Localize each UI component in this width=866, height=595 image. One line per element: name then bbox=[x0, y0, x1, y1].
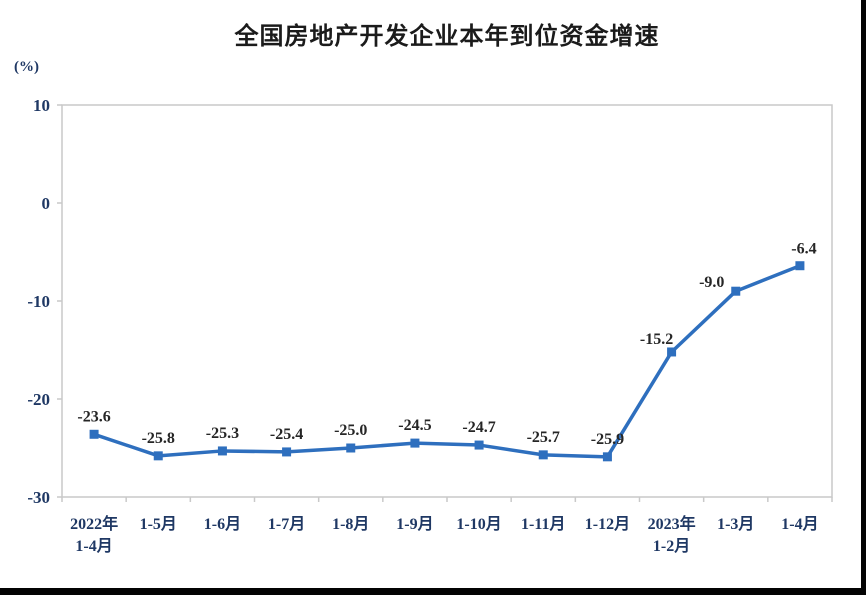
data-point-label: -6.4 bbox=[791, 241, 816, 258]
data-point-marker bbox=[346, 443, 356, 453]
data-point-label: -25.0 bbox=[334, 422, 367, 439]
data-point-label: -24.5 bbox=[398, 417, 431, 434]
data-point-marker bbox=[89, 429, 99, 439]
data-point-label: -24.7 bbox=[462, 419, 495, 436]
x-axis-category-label: 1-9月 bbox=[396, 515, 433, 533]
data-point-marker bbox=[795, 261, 805, 271]
x-axis-category-label: 2023年 bbox=[648, 514, 696, 533]
x-axis-category-label: 1-7月 bbox=[268, 515, 305, 533]
chart-title: 全国房地产开发企业本年到位资金增速 bbox=[234, 22, 660, 50]
data-point-marker bbox=[538, 450, 548, 460]
data-point-label: -9.0 bbox=[699, 274, 724, 291]
y-axis-tick-label: 0 bbox=[42, 194, 51, 213]
data-point-marker bbox=[217, 446, 227, 456]
data-point-marker bbox=[602, 452, 612, 462]
x-axis-category-label: 1-12月 bbox=[585, 515, 630, 533]
x-axis-category-label: 1-3月 bbox=[717, 515, 754, 533]
data-point-label: -15.2 bbox=[640, 331, 673, 348]
y-axis-tick-label: -20 bbox=[27, 390, 50, 409]
y-axis-tick-label: -30 bbox=[27, 488, 50, 507]
data-point-label: -25.8 bbox=[142, 430, 175, 447]
data-point-marker bbox=[282, 447, 292, 457]
data-point-marker bbox=[474, 440, 484, 450]
x-axis-category-label: 1-8月 bbox=[332, 515, 369, 533]
screenshot-edge-bottom bbox=[0, 588, 866, 595]
x-axis-category-label: 1-11月 bbox=[521, 515, 565, 533]
data-point-label: -25.9 bbox=[591, 431, 624, 448]
x-axis-category-label: 1-2月 bbox=[653, 537, 690, 555]
x-axis-category-label: 1-6月 bbox=[204, 515, 241, 533]
x-axis-category-label: 1-10月 bbox=[456, 515, 501, 533]
y-axis-unit-label: (%) bbox=[14, 59, 39, 75]
plot-area-border bbox=[61, 104, 833, 498]
x-axis-category-label: 1-4月 bbox=[781, 515, 818, 533]
data-point-marker bbox=[410, 438, 420, 448]
trend-line bbox=[92, 263, 802, 459]
x-axis-category-label: 2022年 bbox=[70, 514, 118, 533]
data-point-label: -25.4 bbox=[270, 426, 303, 443]
y-axis-tick-label: -10 bbox=[27, 292, 50, 311]
data-point-marker bbox=[731, 286, 741, 296]
data-point-label: -23.6 bbox=[77, 408, 110, 425]
data-point-marker bbox=[153, 451, 163, 461]
data-point-label: -25.3 bbox=[206, 425, 239, 442]
x-axis-category-label: 1-5月 bbox=[140, 515, 177, 533]
x-axis-category-label: 1-4月 bbox=[75, 537, 112, 555]
screenshot-edge-right bbox=[861, 0, 866, 595]
data-point-label: -25.7 bbox=[527, 429, 560, 446]
y-axis-tick-label: 10 bbox=[33, 96, 50, 115]
data-point-marker bbox=[667, 347, 677, 357]
